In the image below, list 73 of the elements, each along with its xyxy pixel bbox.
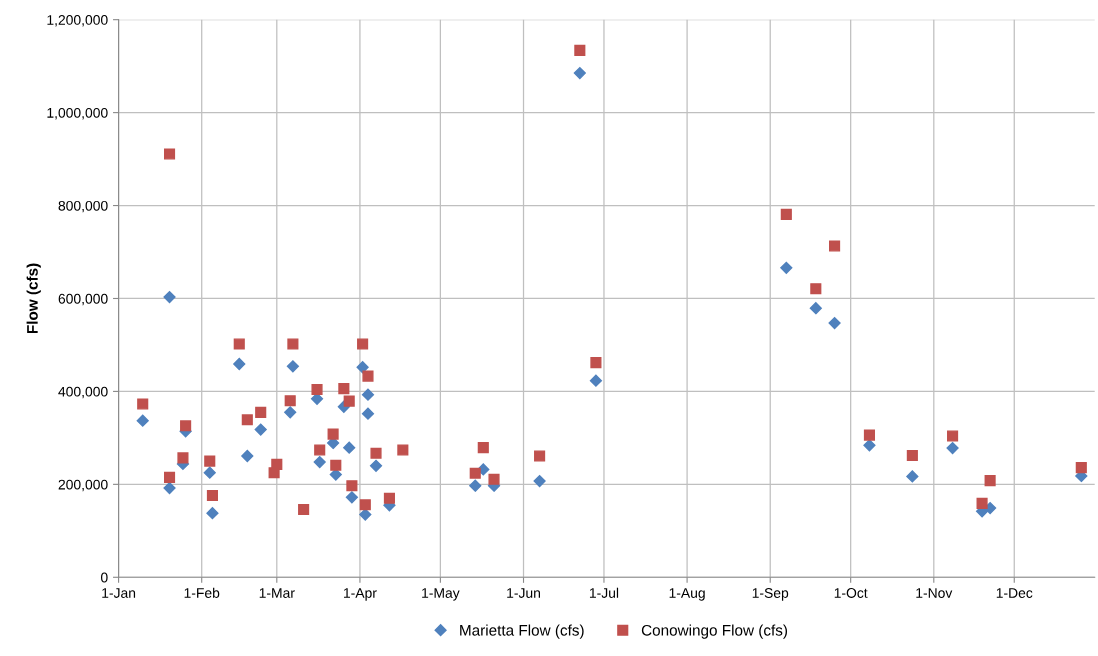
point bbox=[330, 459, 342, 471]
point bbox=[780, 208, 792, 220]
point bbox=[533, 474, 546, 488]
point bbox=[287, 338, 299, 350]
point bbox=[589, 374, 603, 387]
x-tick-label: 1-Sep bbox=[752, 588, 789, 601]
x-tick-label: 1-Oct bbox=[834, 588, 868, 598]
point bbox=[284, 406, 297, 419]
point bbox=[383, 492, 395, 504]
point bbox=[343, 395, 355, 407]
legend-label: Conowingo Flow (cfs) bbox=[641, 624, 788, 639]
y-tick-label: 1,200,000 bbox=[47, 15, 108, 27]
point bbox=[863, 439, 876, 452]
y-tick-label: 200,000 bbox=[58, 479, 108, 492]
point bbox=[361, 388, 375, 401]
x-tick-label: 1-Dec bbox=[996, 588, 1033, 598]
point bbox=[573, 67, 586, 80]
x-tick-label: 1-Mar bbox=[259, 588, 295, 598]
point bbox=[361, 407, 375, 420]
point bbox=[906, 449, 918, 462]
point bbox=[327, 428, 339, 440]
point bbox=[370, 447, 382, 459]
point bbox=[397, 444, 409, 456]
point bbox=[488, 473, 500, 485]
point bbox=[810, 283, 822, 295]
point bbox=[286, 360, 299, 373]
point bbox=[356, 361, 369, 374]
point bbox=[369, 459, 383, 472]
point bbox=[534, 450, 546, 462]
y-tick-label: 1,000,000 bbox=[47, 107, 108, 120]
x-tick-label: 1-Jun bbox=[507, 588, 540, 598]
x-tick-label: 1-Feb bbox=[184, 587, 220, 598]
point bbox=[345, 491, 358, 504]
point bbox=[829, 240, 841, 252]
point bbox=[314, 444, 326, 456]
point bbox=[809, 302, 822, 315]
point bbox=[574, 44, 586, 56]
point bbox=[343, 441, 356, 454]
y-tick-label: 0 bbox=[100, 572, 108, 583]
point bbox=[298, 503, 310, 515]
x-tick-label: 1-Apr bbox=[344, 588, 377, 601]
point bbox=[828, 317, 841, 330]
point bbox=[359, 499, 371, 511]
point bbox=[338, 383, 350, 395]
point bbox=[346, 480, 358, 492]
point bbox=[947, 430, 959, 442]
point bbox=[311, 383, 323, 396]
y-tick-label: 400,000 bbox=[58, 386, 108, 399]
y-tick-label: 600,000 bbox=[58, 293, 108, 306]
point bbox=[313, 455, 326, 469]
y-tick-label: 800,000 bbox=[58, 200, 108, 213]
point bbox=[984, 475, 996, 487]
x-tick-label: 1-Aug bbox=[669, 588, 705, 601]
point bbox=[477, 442, 489, 454]
point bbox=[946, 442, 959, 455]
point bbox=[271, 458, 283, 470]
point bbox=[469, 467, 481, 479]
point bbox=[362, 370, 374, 382]
x-tick-label: 1-Jan bbox=[102, 588, 136, 598]
point bbox=[863, 429, 876, 441]
x-tick-label: 1-Jul bbox=[589, 587, 619, 598]
point bbox=[780, 261, 793, 274]
point bbox=[469, 479, 482, 492]
point bbox=[906, 470, 919, 483]
x-tick-label: 1-Nov bbox=[916, 588, 953, 598]
point bbox=[284, 395, 296, 407]
legend-label: Marietta Flow (cfs) bbox=[460, 624, 584, 639]
point bbox=[1075, 462, 1087, 474]
point bbox=[357, 338, 369, 350]
point bbox=[976, 497, 988, 509]
y-axis-title: Flow (cfs) bbox=[26, 263, 41, 334]
point bbox=[590, 357, 602, 369]
x-tick-label: 1-May bbox=[422, 588, 460, 601]
